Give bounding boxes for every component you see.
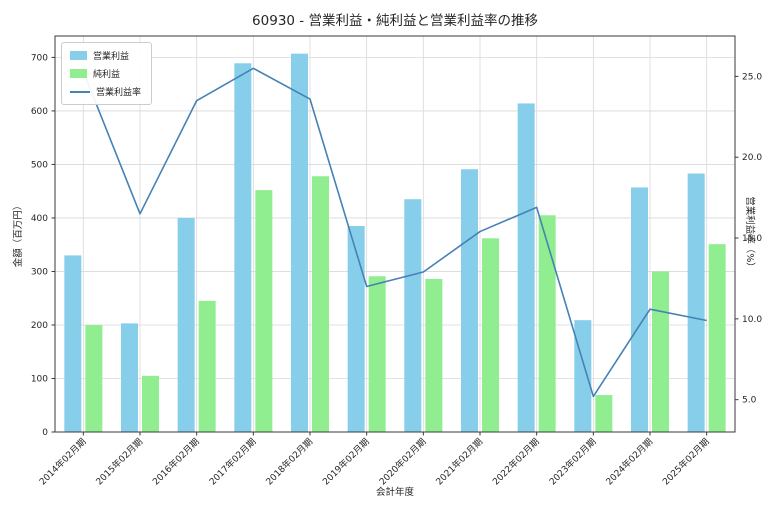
legend: 営業利益純利益営業利益率 [61, 42, 153, 105]
legend-label: 営業利益率 [96, 88, 142, 98]
bar-営業利益 [687, 173, 705, 432]
left-axis-tick-label: 500 [31, 160, 48, 170]
bar-純利益 [482, 238, 499, 432]
x-axis-tick-label: 2018年02月期 [263, 436, 315, 488]
x-axis-tick-label: 2014年02月期 [37, 436, 89, 488]
bar-営業利益 [574, 320, 592, 432]
bar-営業利益 [64, 255, 82, 432]
left-axis-tick-label: 600 [31, 107, 48, 117]
x-axis-tick-label: 2016年02月期 [150, 436, 202, 488]
bar-営業利益 [517, 103, 535, 432]
right-axis-tick-label: 25.0 [742, 72, 762, 82]
bar-営業利益 [121, 323, 138, 432]
bar-純利益 [85, 324, 103, 432]
left-axis-tick-label: 100 [31, 374, 48, 384]
bar-純利益 [595, 395, 613, 432]
bar-営業利益 [631, 187, 648, 432]
x-axis-tick-label: 2023年02月期 [547, 436, 599, 488]
bar-営業利益 [347, 225, 365, 432]
left-axis-tick-label: 0 [42, 428, 48, 438]
legend-item: 純利益 [70, 67, 141, 80]
x-axis-tick-label: 2025年02月期 [660, 436, 712, 488]
bar-純利益 [652, 271, 669, 432]
legend-label: 営業利益 [93, 52, 130, 62]
legend-item: 営業利益 [70, 49, 141, 62]
bar-純利益 [198, 300, 216, 432]
chart-title: 60930 - 営業利益・純利益と営業利益率の推移 [252, 13, 538, 29]
x-axis-tick-label: 2015年02月期 [93, 436, 145, 488]
bar-営業利益 [291, 53, 308, 433]
bar-純利益 [538, 215, 556, 432]
bar-純利益 [255, 190, 273, 432]
left-axis-tick-label: 400 [31, 214, 48, 224]
x-axis-tick-label: 2022年02月期 [490, 436, 542, 488]
legend-item: 営業利益率 [70, 85, 141, 98]
x-axis-label: 会計年度 [375, 487, 414, 498]
legend-label: 純利益 [93, 70, 121, 80]
bar-営業利益 [404, 199, 422, 432]
x-axis-tick-label: 2024年02月期 [603, 436, 655, 488]
legend-line-swatch-icon [70, 87, 90, 96]
bar-営業利益 [177, 217, 195, 432]
right-axis-tick-label: 5.0 [742, 396, 757, 406]
right-axis-tick-label: 20.0 [742, 153, 762, 163]
left-axis-label: 金額（百万円） [13, 200, 24, 268]
plot-frame [54, 35, 736, 433]
bar-純利益 [425, 278, 443, 432]
bar-営業利益 [461, 169, 478, 432]
bar-純利益 [142, 375, 159, 432]
line-営業利益率 [82, 67, 707, 398]
bar-純利益 [312, 176, 329, 432]
legend-bar-swatch-icon [70, 69, 87, 78]
right-axis-tick-label: 15.0 [742, 234, 762, 244]
x-axis-tick-label: 2021年02月期 [433, 436, 485, 488]
x-axis-tick-label: 2019年02月期 [320, 436, 372, 488]
right-axis-label: 営業利益率（%） [744, 196, 755, 272]
x-axis-tick-label: 2017年02月期 [207, 436, 259, 488]
left-axis-tick-label: 200 [31, 321, 48, 331]
right-axis-tick-label: 10.0 [742, 315, 762, 325]
bar-営業利益 [234, 63, 252, 432]
legend-bar-swatch-icon [70, 51, 87, 60]
bar-純利益 [368, 276, 386, 432]
x-axis-tick-label: 2020年02月期 [377, 436, 429, 488]
left-axis-tick-label: 300 [31, 267, 48, 277]
bar-純利益 [708, 244, 726, 432]
left-axis-tick-label: 700 [31, 53, 48, 63]
